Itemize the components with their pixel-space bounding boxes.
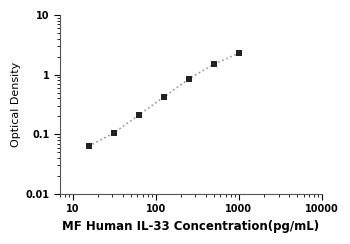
Point [236,51,241,55]
X-axis label: MF Human IL-33 Concentration(pg/mL): MF Human IL-33 Concentration(pg/mL) [62,220,320,233]
Point [161,95,167,99]
Point [136,113,141,117]
Point [186,77,191,81]
Point [111,131,117,135]
Y-axis label: Optical Density: Optical Density [11,62,21,147]
Point [86,144,91,148]
Point [211,62,217,66]
